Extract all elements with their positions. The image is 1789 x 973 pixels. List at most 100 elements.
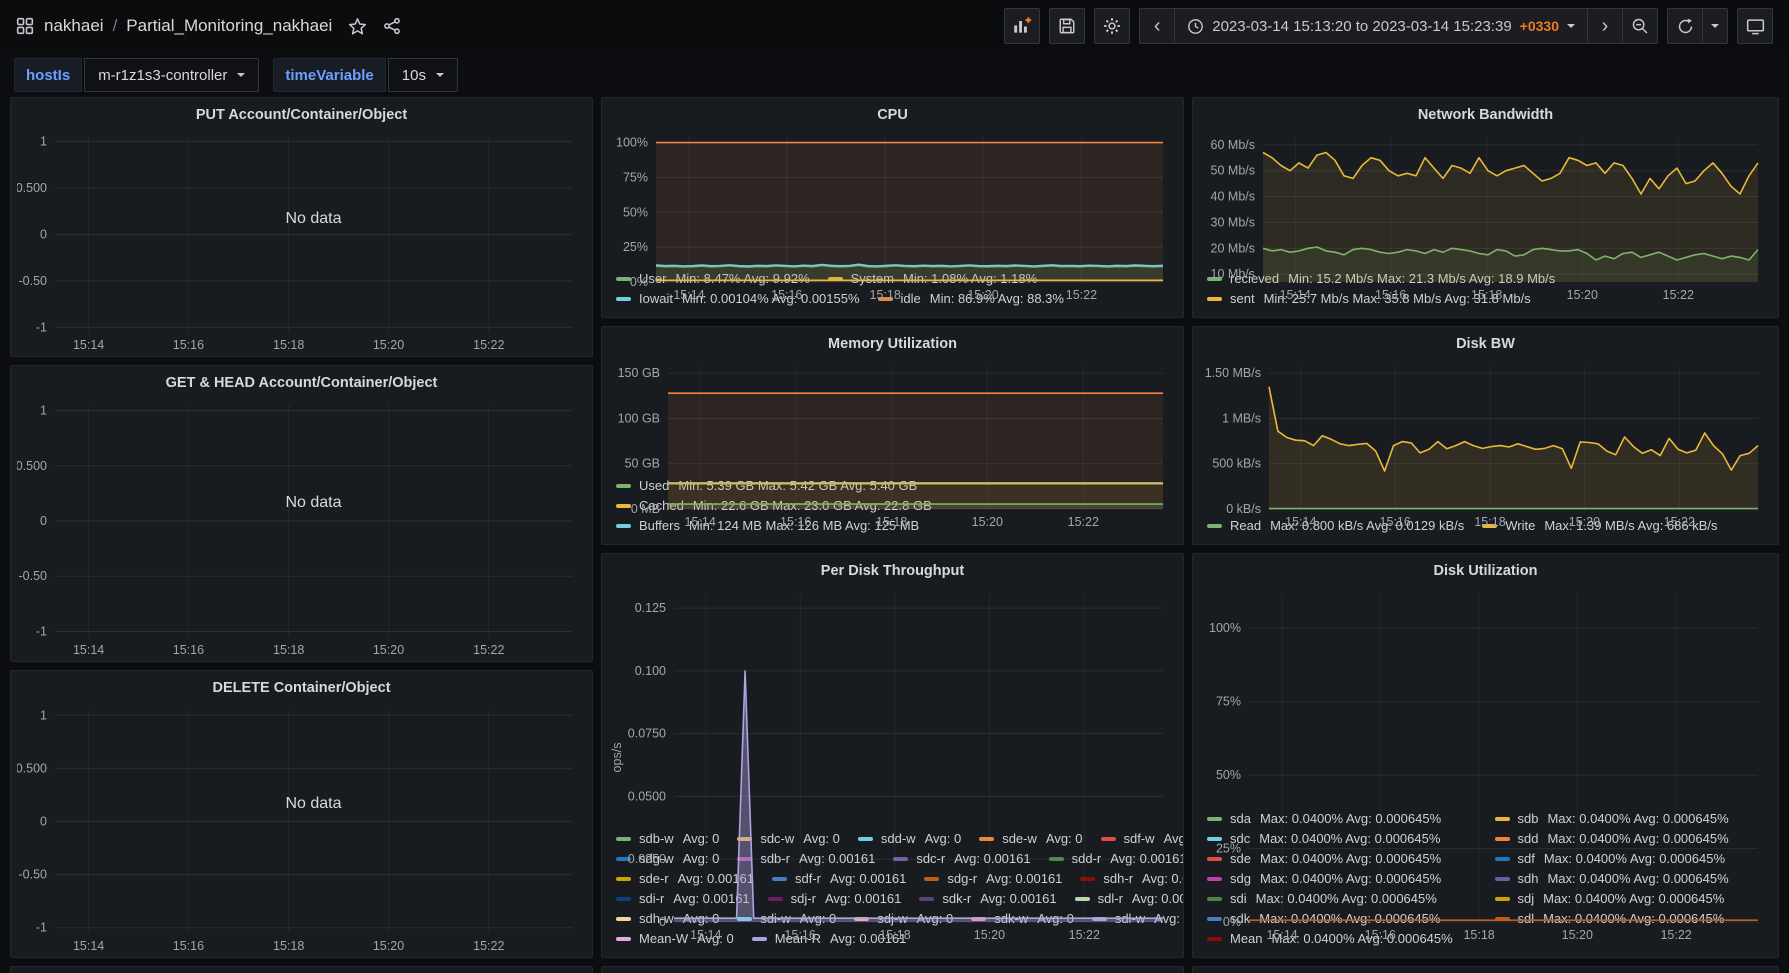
legend-item-sdh[interactable]: sdh Max: 0.0400% Avg: 0.000645% (1494, 869, 1765, 889)
x-tick-label: 15:16 (173, 939, 204, 953)
legend-item-sdf-w[interactable]: sdf-w Avg: 0 (1100, 829, 1183, 849)
series-color-swatch (616, 937, 631, 941)
legend-item-sdk[interactable]: sdk Max: 0.0400% Avg: 0.000645% (1207, 909, 1477, 929)
disk-bw-chart[interactable]: 0 kB/s 500 kB/s 1 MB/s 1.50 MB/s 15:14 15:16 1… (1199, 356, 1772, 529)
legend-series-stats: Avg: 0.00161 (798, 851, 876, 866)
legend-item-idle[interactable]: idle Min: 86.9% Avg: 88.3% (877, 289, 1064, 309)
disk-util-chart[interactable]: 0% 25% 50% 75% 100% 15:14 15:16 15:18 15:20 15:22 (1199, 583, 1772, 942)
y-tick-label: 500 kB/s (1212, 457, 1261, 471)
save-dashboard-button[interactable] (1049, 8, 1086, 44)
series-color-swatch (616, 277, 631, 281)
legend-item-sdf-r[interactable]: sdf-r Avg: 0.00161 (772, 869, 906, 889)
legend-series-name: sdh-r (1103, 871, 1134, 886)
legend-series-name: sdc (1230, 831, 1251, 846)
refresh-button[interactable] (1667, 8, 1703, 44)
legend-item-User[interactable]: User Min: 8.47% Avg: 9.92% (616, 269, 810, 289)
network-chart[interactable]: 10 Mb/s 20 Mb/s 30 Mb/s 40 Mb/s 50 Mb/s 60 Mb… (1199, 127, 1772, 302)
legend-item-sent[interactable]: sent Min: 25.7 Mb/s Max: 35.8 Mb/s Avg: 3… (1207, 289, 1531, 309)
dashboard-variables: hostIs m-r1z1s3-controller timeVariable … (14, 58, 458, 92)
legend-item-sdd-r[interactable]: sdd-r Avg: 0.00161 (1048, 849, 1183, 869)
variable-hostIs-label: hostIs (14, 58, 83, 92)
get-head-chart[interactable]: 1 0.500 0 -0.50 -1 15:14 15:16 15:18 15:20 15:22 N… (17, 395, 586, 661)
panel-title[interactable]: Disk BW (1456, 336, 1515, 352)
legend-item-Cached[interactable]: Cached Min: 22.6 GB Max: 23.0 GB Avg: 22.… (616, 496, 932, 516)
legend-item-sde[interactable]: sde Max: 0.0400% Avg: 0.000645% (1207, 849, 1477, 869)
legend-item-sdf[interactable]: sdf Max: 0.0400% Avg: 0.000645% (1494, 849, 1765, 869)
panel-title[interactable]: Per Disk Throughput (820, 563, 965, 579)
legend-item-sdg-r[interactable]: sdg-r Avg: 0.00161 (924, 869, 1062, 889)
legend-item-sdi-r[interactable]: sdi-r Avg: 0.00161 (616, 889, 750, 909)
legend-item-Mean-W[interactable]: Mean-W Avg: 0 (616, 929, 734, 949)
legend-item-sdb-r[interactable]: sdb-r Avg: 0.00161 (737, 849, 875, 869)
dashboards-grid-icon[interactable] (16, 17, 34, 35)
panel-title[interactable]: CPU (877, 107, 908, 123)
legend-item-Write[interactable]: Write Max: 1.39 MB/s Avg: 686 kB/s (1482, 516, 1718, 536)
add-panel-button[interactable] (1004, 8, 1041, 44)
legend-item-Read[interactable]: Read Max: 0.800 kB/s Avg: 0.0129 kB/s (1207, 516, 1464, 536)
y-tick-label: 50% (623, 205, 648, 219)
legend-item-sdd-w[interactable]: sdd-w Avg: 0 (857, 829, 961, 849)
cpu-chart[interactable]: 0% 25% 50% 75% 100% 15:14 15:16 15:18 15:20 15:22 (608, 127, 1177, 302)
legend-item-sdc-r[interactable]: sdc-r Avg: 0.00161 (893, 849, 1031, 869)
series-color-swatch (1207, 857, 1222, 861)
legend-item-sdj-r[interactable]: sdj-r Avg: 0.00161 (767, 889, 901, 909)
per-disk-chart[interactable]: 0 0.0250 0.0500 0.0750 0.100 0.125 15:14 15:16 1… (608, 583, 1177, 942)
legend-row: sent Min: 25.7 Mb/s Max: 35.8 Mb/s Avg: 3… (1207, 289, 1764, 309)
legend-item-sdi[interactable]: sdi Max: 0.0400% Avg: 0.000645% (1207, 889, 1477, 909)
time-shift-back-button[interactable]: ‹ (1139, 8, 1176, 44)
legend-item-Used[interactable]: Used Min: 5.39 GB Max: 5.42 GB Avg: 5.40 … (616, 476, 917, 496)
legend-series-name: sdk-r (942, 891, 972, 906)
legend-item-System[interactable]: System Min: 1.08% Avg: 1.18% (827, 269, 1037, 289)
x-tick-label: 15:20 (1569, 515, 1600, 529)
share-icon[interactable] (383, 17, 401, 35)
time-shift-forward-button[interactable]: › (1587, 8, 1623, 44)
legend-item-sdl[interactable]: sdl Max: 0.0400% Avg: 0.000645% (1494, 909, 1765, 929)
legend-series-name: sde-r (639, 871, 669, 886)
x-tick-label: 15:22 (1068, 515, 1099, 529)
legend-item-Mean[interactable]: Mean Max: 0.0400% Avg: 0.000645% (1207, 929, 1495, 949)
y-tick-label: 0.500 (17, 761, 47, 775)
legend-row: sde-r Avg: 0.00161 sdf-r Avg: 0.00161 sdg-r A… (616, 869, 1183, 889)
series-sent (1262, 151, 1759, 195)
legend-item-sde-r[interactable]: sde-r Avg: 0.00161 (616, 869, 754, 889)
legend-item-sde-w[interactable]: sde-w Avg: 0 (979, 829, 1083, 849)
legend-item-Iowait[interactable]: Iowait Min: 0.00104% Avg: 0.00155% (616, 289, 860, 309)
time-range-picker[interactable]: 2023-03-14 15:13:20 to 2023-03-14 15:23:… (1174, 8, 1588, 44)
x-tick-label: 15:14 (73, 643, 104, 657)
zoom-out-time-button[interactable] (1622, 8, 1658, 44)
legend-item-sdb[interactable]: sdb Max: 0.0400% Avg: 0.000645% (1494, 809, 1765, 829)
legend-item-sdj[interactable]: sdj Max: 0.0400% Avg: 0.000645% (1494, 889, 1765, 909)
panel-title[interactable]: GET & HEAD Account/Container/Object (165, 375, 438, 391)
legend-item-sdg[interactable]: sdg Max: 0.0400% Avg: 0.000645% (1207, 869, 1477, 889)
dashboard-settings-button[interactable] (1094, 8, 1131, 44)
legend-item-sda[interactable]: sda Max: 0.0400% Avg: 0.000645% (1207, 809, 1477, 829)
legend-item-sdc-w[interactable]: sdc-w Avg: 0 (737, 829, 840, 849)
delete-chart[interactable]: 1 0.500 0 -0.50 -1 15:14 15:16 15:18 15:20 15:22 N… (17, 700, 586, 957)
star-favorite-icon[interactable] (348, 17, 367, 36)
legend-item-recieved[interactable]: recieved Min: 15.2 Mb/s Max: 21.3 Mb/s Av… (1207, 269, 1555, 289)
panel-title[interactable]: DELETE Container/Object (212, 680, 391, 696)
legend-item-Mean-R[interactable]: Mean-R Avg: 0.00161 (751, 929, 906, 949)
legend-item-Buffers[interactable]: Buffers Min: 124 MB Max: 126 MB Avg: 125 … (616, 516, 919, 536)
y-tick-label: 50 GB (625, 457, 660, 471)
kiosk-tv-mode-button[interactable] (1737, 8, 1773, 44)
legend-item-sdk-r[interactable]: sdk-r Avg: 0.00161 (919, 889, 1057, 909)
panel-title[interactable]: Disk Utilization (1433, 563, 1538, 579)
panel-title[interactable]: PUT Account/Container/Object (195, 107, 408, 123)
legend-item-sdl-r[interactable]: sdl-r Avg: 0.00161 (1074, 889, 1183, 909)
refresh-interval-dropdown[interactable] (1702, 8, 1728, 44)
put-chart[interactable]: 1 0.500 0 -0.50 -1 15:14 15:16 15:18 15:20 15:22 N… (17, 127, 586, 356)
legend-row: sda Max: 0.0400% Avg: 0.000645% sdb Max: 0.… (1207, 809, 1764, 829)
variable-hostIs-picker[interactable]: m-r1z1s3-controller (84, 58, 260, 92)
legend-item-sdg-w[interactable]: sdg-w Avg: 0 (616, 849, 719, 869)
memory-chart[interactable]: 0 MB 50 GB 100 GB 150 GB 15:14 15:16 15:18 15:2… (608, 356, 1177, 529)
legend-item-sdc[interactable]: sdc Max: 0.0400% Avg: 0.000645% (1207, 829, 1477, 849)
legend-item-sdd[interactable]: sdd Max: 0.0400% Avg: 0.000645% (1494, 829, 1765, 849)
breadcrumb-app[interactable]: nakhaei (44, 16, 104, 35)
legend-item-sdh-r[interactable]: sdh-r Avg: 0.00161 (1080, 869, 1183, 889)
legend-item-sdb-w[interactable]: sdb-w Avg: 0 (616, 829, 719, 849)
panel-title[interactable]: Network Bandwidth (1417, 107, 1554, 123)
variable-timeVariable-picker[interactable]: 10s (387, 58, 458, 92)
y-tick-label: 60 Mb/s (1211, 138, 1255, 152)
panel-title[interactable]: Memory Utilization (828, 336, 957, 352)
